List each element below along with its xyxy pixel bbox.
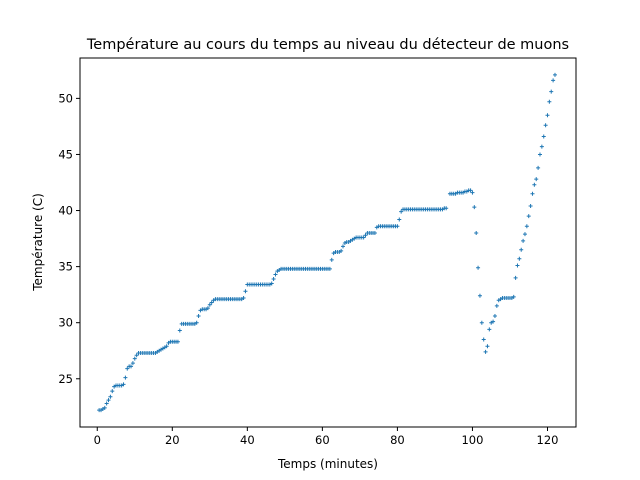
data-point: [521, 238, 526, 243]
data-point: [397, 217, 402, 222]
data-point: [106, 398, 111, 403]
data-point: [361, 235, 366, 240]
data-point: [511, 294, 516, 299]
x-tick-label: 100: [461, 433, 483, 447]
data-point: [472, 205, 477, 210]
x-tick-label: 60: [315, 433, 330, 447]
data-point: [194, 320, 199, 325]
data-point: [444, 206, 449, 211]
x-axis: 0 20 40 60 80 100 120: [94, 427, 559, 447]
data-point: [372, 230, 377, 235]
y-tick-label: 50: [58, 91, 73, 105]
chart-title: Température au cours du temps au niveau …: [86, 37, 569, 53]
data-point: [549, 89, 554, 94]
data-point: [108, 394, 113, 399]
data-point: [537, 152, 542, 157]
plot-area: [79, 57, 577, 428]
data-point: [515, 263, 520, 268]
data-point: [271, 276, 276, 281]
data-point: [517, 256, 522, 261]
data-point: [209, 300, 214, 305]
y-axis-label: Température (C): [31, 193, 45, 292]
x-tick-label: 0: [94, 433, 101, 447]
data-point: [273, 272, 278, 277]
data-point: [536, 165, 541, 170]
data-point: [125, 366, 130, 371]
data-point: [532, 182, 537, 187]
data-point: [243, 289, 248, 294]
y-tick-label: 25: [58, 372, 73, 386]
data-point: [481, 337, 486, 342]
data-point: [339, 248, 344, 253]
data-point: [129, 364, 134, 369]
data-point: [476, 265, 481, 270]
data-point: [541, 134, 546, 139]
data-point: [528, 204, 533, 209]
data-point: [492, 313, 497, 318]
data-point: [479, 320, 484, 325]
data-point: [134, 353, 139, 358]
axes-frame: [79, 57, 577, 428]
data-point: [526, 214, 531, 219]
x-axis-label: Temps (minutes): [277, 457, 378, 471]
data-point: [470, 190, 475, 195]
x-tick-label: 80: [390, 433, 405, 447]
x-tick-label: 20: [165, 433, 180, 447]
data-point: [102, 405, 107, 410]
data-point: [485, 344, 490, 349]
data-point: [132, 356, 137, 361]
data-point: [539, 144, 544, 149]
data-point: [545, 113, 550, 118]
data-point: [175, 339, 180, 344]
x-tick-label: 40: [240, 433, 255, 447]
data-point: [552, 72, 557, 77]
y-axis: 25 30 35 40 45 50: [58, 91, 80, 386]
y-tick-label: 40: [58, 204, 73, 218]
data-point: [363, 233, 368, 238]
data-points: [97, 72, 557, 413]
data-point: [205, 306, 210, 311]
data-point: [196, 313, 201, 318]
data-point: [491, 319, 496, 324]
data-point: [524, 224, 529, 229]
data-point: [399, 209, 404, 214]
data-point: [522, 232, 527, 237]
data-point: [104, 401, 109, 406]
data-point: [177, 328, 182, 333]
data-point: [483, 349, 488, 354]
data-point: [477, 293, 482, 298]
data-point: [241, 296, 246, 301]
data-point: [543, 123, 548, 128]
data-point: [551, 78, 556, 83]
data-point: [110, 389, 115, 394]
data-point: [207, 302, 212, 307]
data-point: [534, 177, 539, 182]
y-tick-label: 45: [58, 147, 73, 161]
data-point: [395, 224, 400, 229]
data-point: [468, 188, 473, 193]
data-point: [530, 191, 535, 196]
data-point: [123, 375, 128, 380]
data-point: [487, 327, 492, 332]
data-point: [519, 247, 524, 252]
y-tick-label: 30: [58, 316, 73, 330]
data-point: [547, 99, 552, 104]
data-point: [327, 266, 332, 271]
y-tick-label: 35: [58, 260, 73, 274]
data-point: [513, 275, 518, 280]
data-point: [329, 257, 334, 262]
data-point: [269, 281, 274, 286]
data-point: [164, 344, 169, 349]
data-point: [494, 303, 499, 308]
data-point: [474, 230, 479, 235]
data-point: [130, 361, 135, 366]
x-tick-label: 120: [537, 433, 559, 447]
data-point: [121, 382, 126, 387]
data-point: [341, 244, 346, 249]
